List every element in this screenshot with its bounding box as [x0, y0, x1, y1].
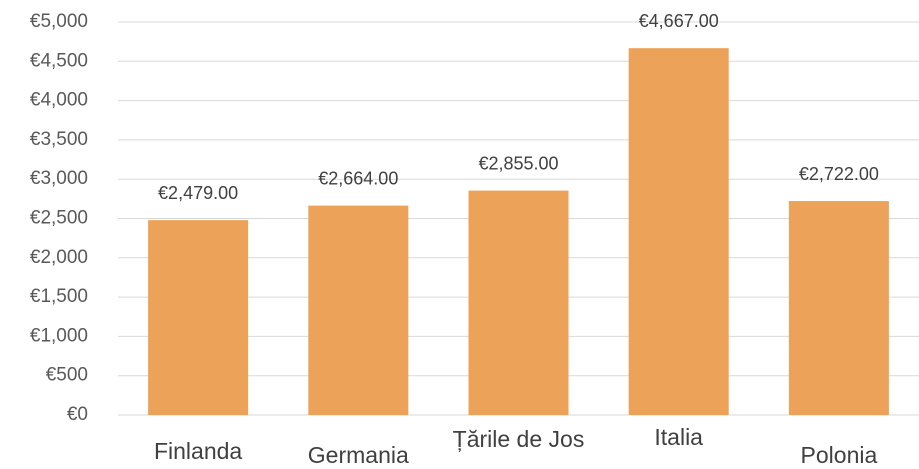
x-tick-label: Polonia	[801, 442, 878, 468]
y-tick-label: €3,500	[30, 129, 88, 150]
y-tick-label: €1,500	[30, 286, 88, 307]
y-tick-label: €4,500	[30, 50, 88, 71]
data-label: €2,722.00	[799, 164, 879, 184]
x-tick-label: Finlanda	[154, 438, 242, 464]
bar	[468, 190, 569, 415]
x-tick-label: Germania	[308, 442, 409, 468]
bar	[788, 201, 889, 415]
bar	[148, 220, 249, 415]
x-tick-label: Italia	[654, 424, 703, 450]
y-tick-label: €3,000	[30, 168, 88, 189]
data-label: €2,664.00	[318, 168, 398, 188]
bar	[308, 205, 409, 415]
y-tick-label: €500	[46, 365, 88, 386]
data-label: €2,479.00	[158, 183, 238, 203]
y-tick-label: €1,000	[30, 325, 88, 346]
data-label: €4,667.00	[639, 11, 719, 31]
y-tick-label: €4,000	[30, 90, 88, 111]
y-tick-label: €0	[67, 404, 88, 425]
bar	[628, 48, 729, 416]
y-tick-label: €2,500	[30, 208, 88, 229]
y-tick-label: €5,000	[30, 11, 88, 32]
data-label: €2,855.00	[478, 153, 558, 173]
y-tick-label: €2,000	[30, 247, 88, 268]
x-tick-label: Țările de Jos	[453, 426, 585, 452]
